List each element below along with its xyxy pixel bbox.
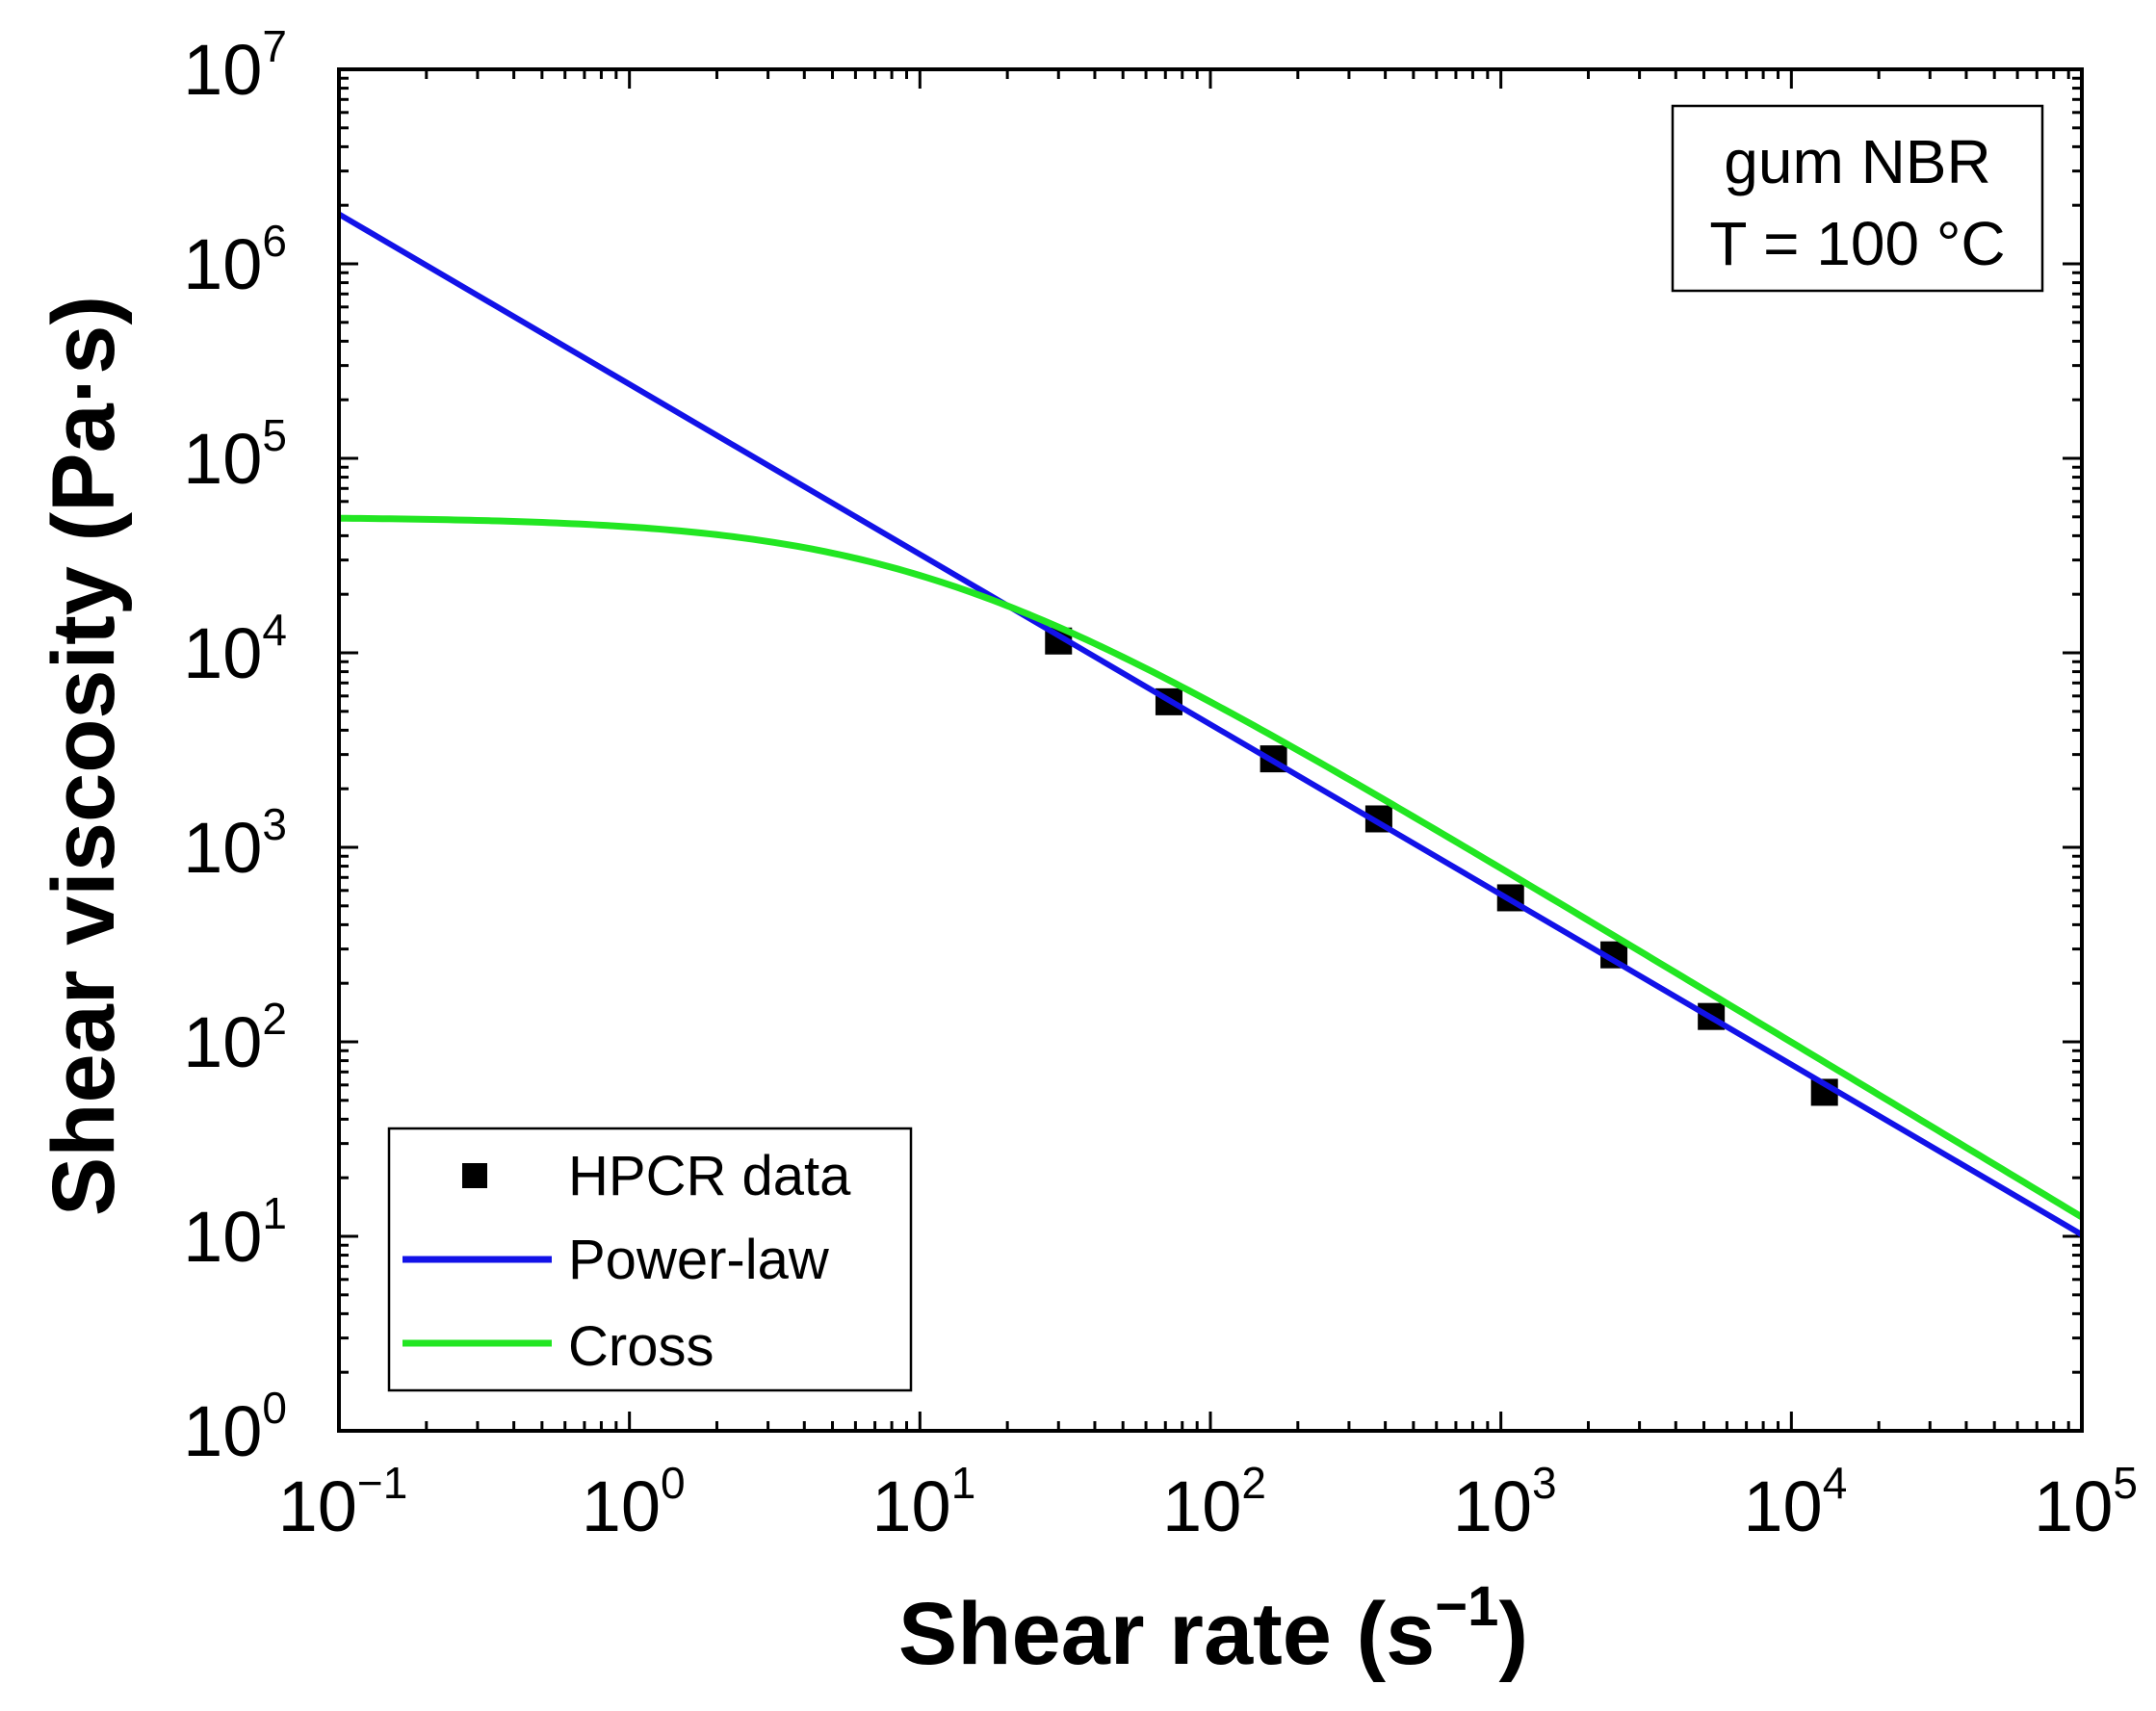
x-tick-label: 103 [1453,1458,1557,1546]
legend-label-hpcr: HPCR data [568,1145,851,1207]
plot-frame [337,67,2084,1433]
y-tick-label: 107 [183,21,287,110]
y-axis-title: Shear viscosity (Pa·s) [35,296,133,1216]
y-tick-label: 105 [183,410,287,499]
y-tick-label: 101 [183,1188,287,1277]
legend-label-powerlaw: Power-law [568,1229,830,1291]
x-axis-title-close: ) [1498,1585,1528,1683]
x-axis-title-text: Shear rate (s [898,1585,1435,1683]
legend: HPCR data Power-law Cross [387,1127,913,1392]
y-tick-labels: 100 101 102 103 104 105 106 107 [183,21,287,1471]
legend-marker-hpcr [462,1163,487,1188]
y-tick-label: 103 [183,799,287,888]
annotation-box: gum NBR T = 100 °C [1671,104,2044,293]
series-line-powerlaw [337,211,2084,1237]
annotation-line2: T = 100 °C [1709,209,2005,278]
x-axis-title: Shear rate (s−1) [898,1575,1528,1683]
x-tick-label: 10−1 [278,1458,408,1546]
series-line-cross [338,514,2084,1221]
y-tick-label: 100 [183,1383,287,1471]
y-tick-label: 106 [183,216,287,304]
x-axis-title-exp: −1 [1435,1575,1498,1638]
legend-label-cross: Cross [568,1315,714,1378]
annotation-line1: gum NBR [1724,127,1990,196]
annotation-frame [1671,104,2044,293]
x-tick-label: 101 [871,1458,975,1546]
x-tick-label: 105 [2034,1458,2138,1546]
x-tick-labels: 10−1 100 101 102 103 104 105 [278,1458,2138,1546]
y-tick-label: 104 [183,605,287,693]
y-tick-label: 102 [183,994,287,1082]
series-curves [337,211,2084,1237]
x-tick-label: 104 [1743,1458,1847,1546]
x-tick-label: 100 [582,1458,686,1546]
x-tick-label: 102 [1162,1458,1266,1546]
